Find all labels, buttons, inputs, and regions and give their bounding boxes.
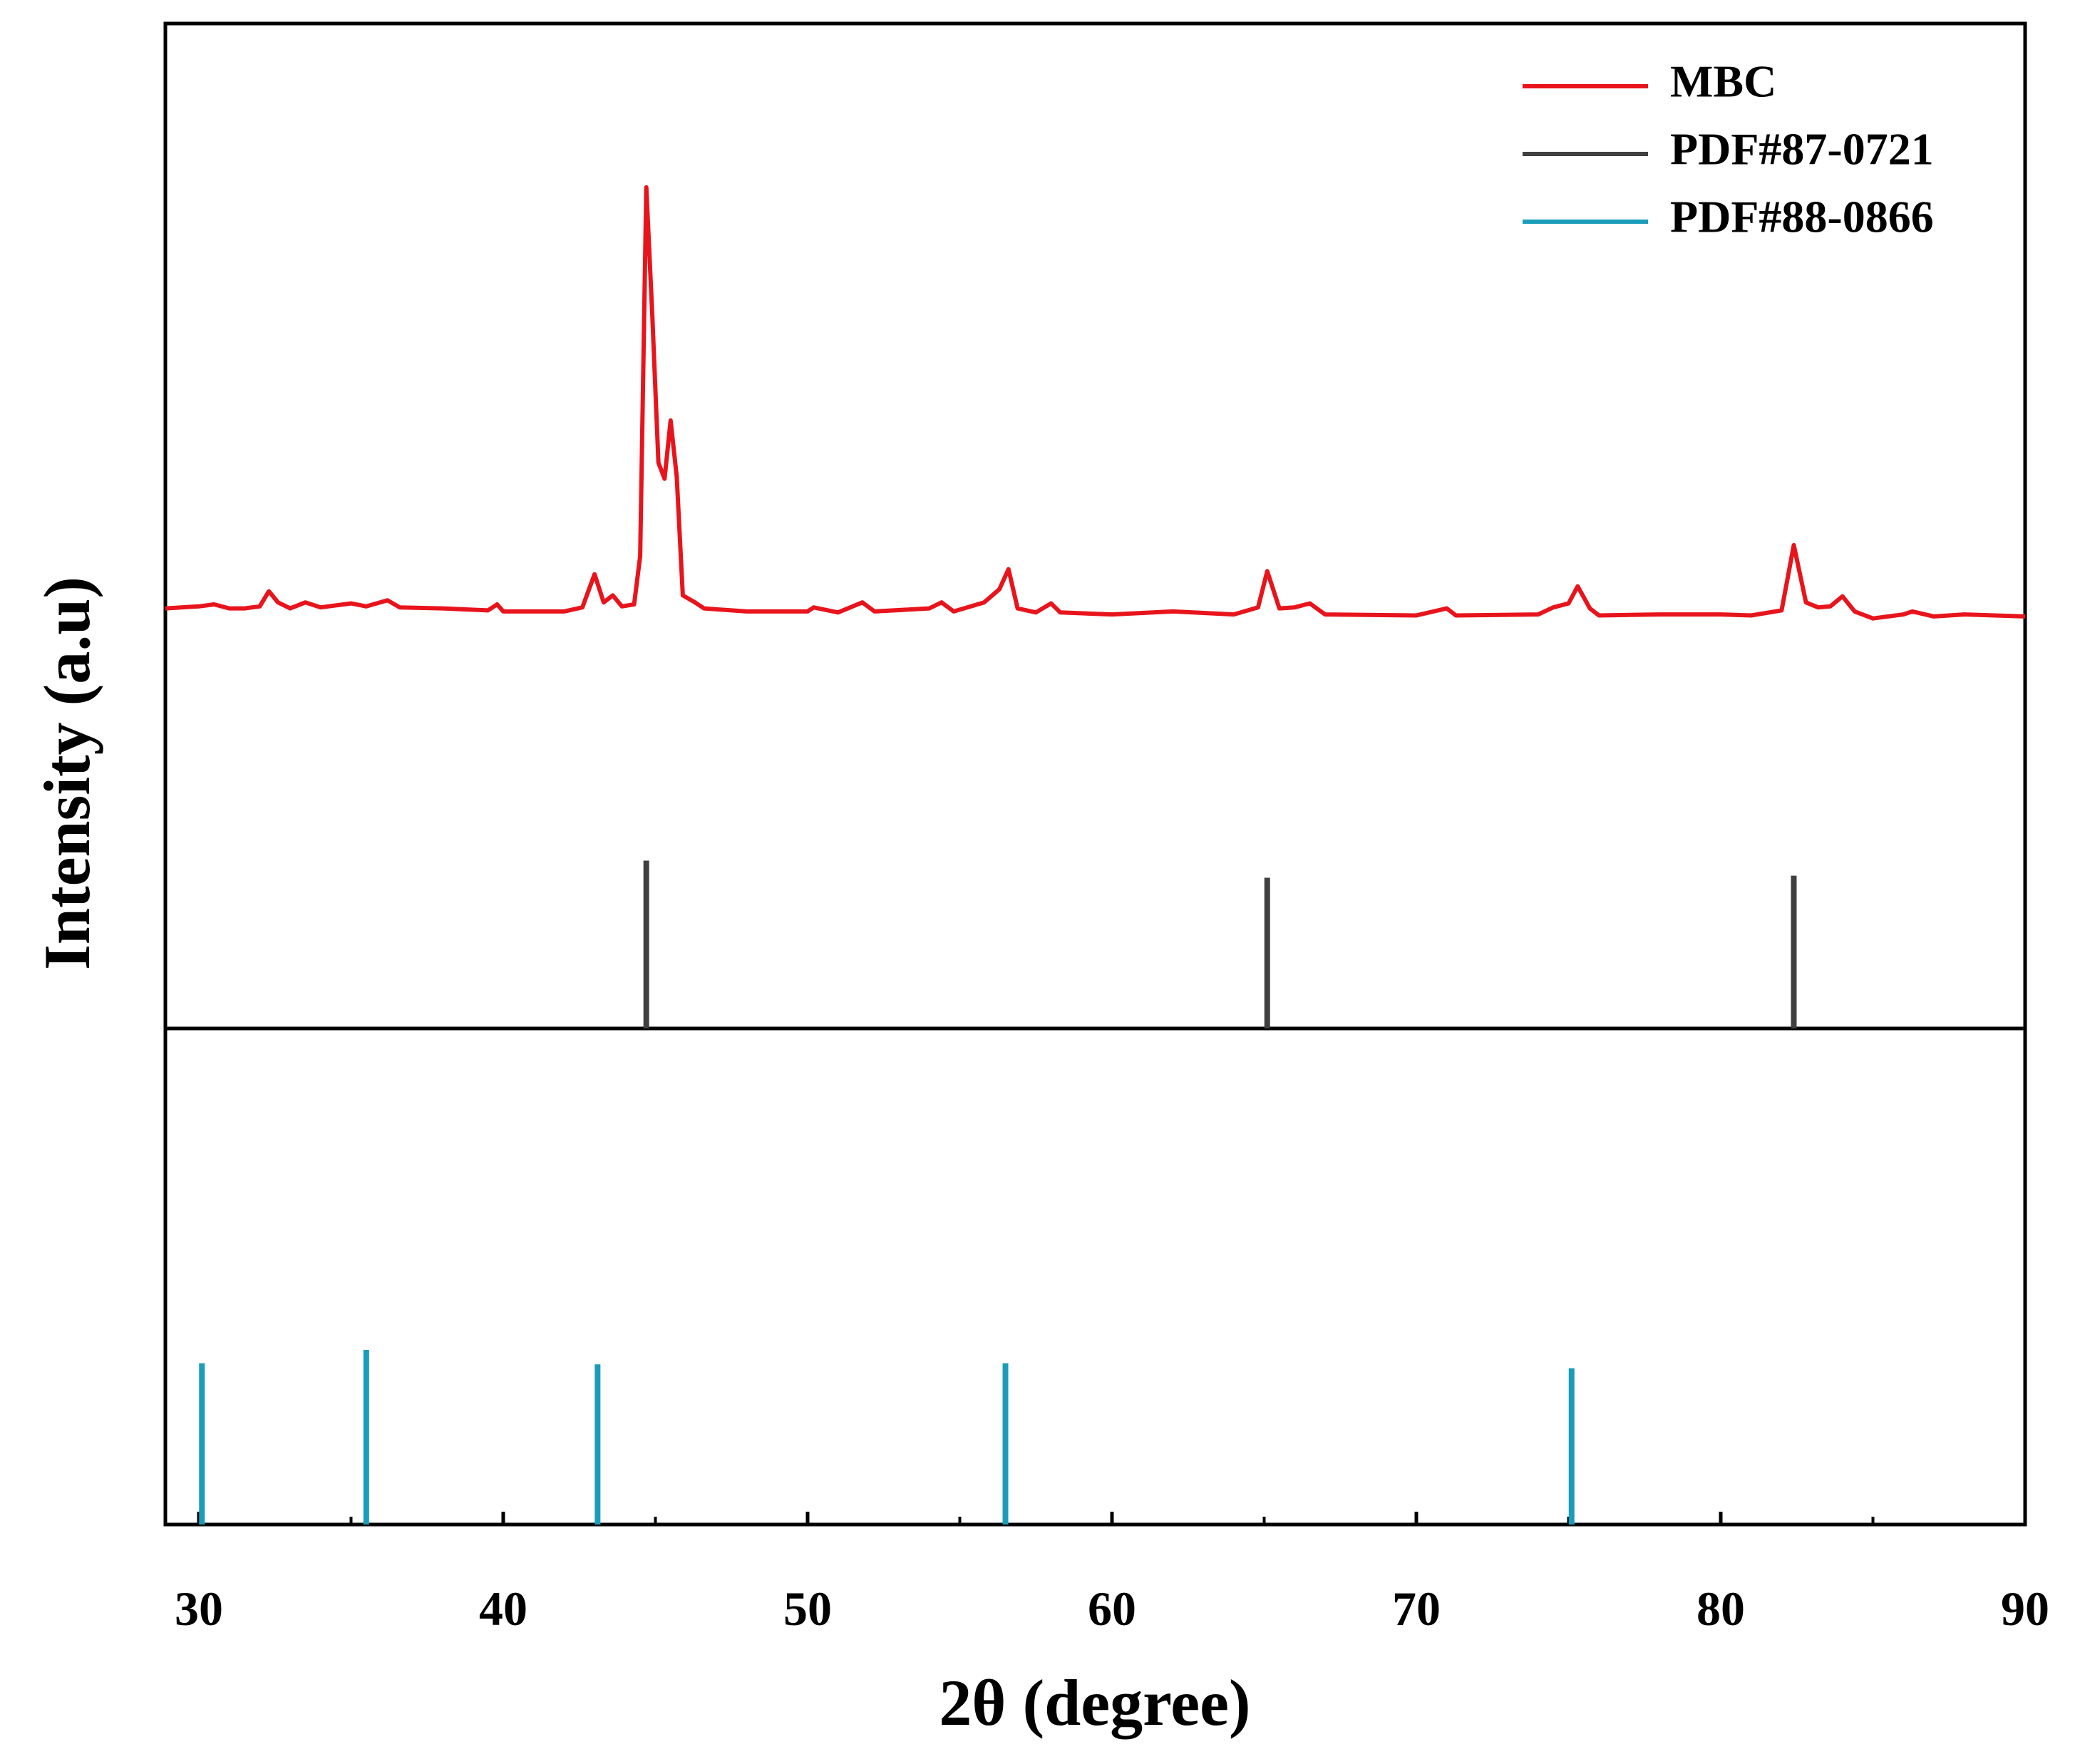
line-series xyxy=(165,185,2026,621)
plot-frame xyxy=(163,21,2027,1527)
x-tick-label: 30 xyxy=(175,1582,223,1636)
x-axis-label: 2θ (degree) xyxy=(939,1666,1250,1739)
legend-label: MBC xyxy=(1670,56,1776,107)
x-tick-label: 80 xyxy=(1696,1582,1745,1636)
x-tick-label: 90 xyxy=(2001,1582,2049,1636)
x-tick-label: 50 xyxy=(783,1582,832,1636)
x-tick-label: 40 xyxy=(479,1582,527,1636)
legend-label: PDF#87-0721 xyxy=(1670,124,1934,175)
x-tick-label: 60 xyxy=(1088,1582,1136,1636)
y-axis-label: Intensity (a.u) xyxy=(31,577,103,970)
x-tick-label: 70 xyxy=(1392,1582,1441,1636)
legend-label: PDF#88-0866 xyxy=(1670,192,1934,242)
